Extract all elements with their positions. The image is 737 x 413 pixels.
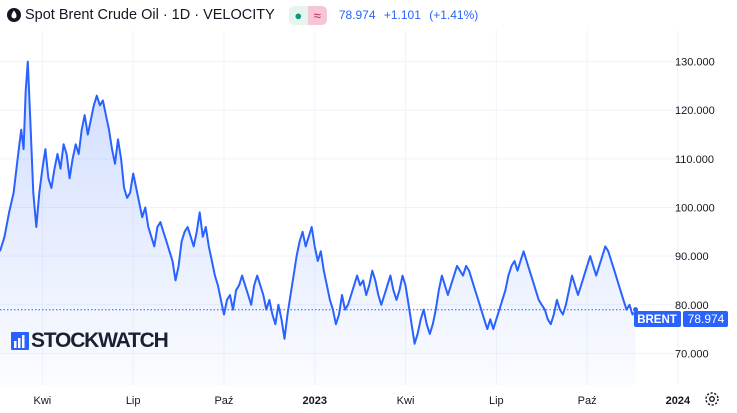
price-line: [0, 60, 637, 345]
y-tick-label: 70.000: [675, 348, 709, 360]
x-tick-label: Paź: [214, 395, 233, 407]
x-tick-label: Lip: [126, 395, 141, 407]
x-tick-label: 2023: [303, 395, 327, 407]
market-status-icon[interactable]: ●: [288, 5, 308, 25]
y-tick-label: 130.000: [675, 57, 715, 69]
y-axis[interactable]: 70.000 80.000 90.000 100.000 110.000 120.000 1…: [675, 57, 715, 361]
symbol-title: Spot Brent Crude Oil · 1D · VELOCITY: [25, 7, 275, 23]
watermark-text: STOCKWATCH: [31, 329, 169, 352]
x-tick-label: Kwi: [34, 395, 52, 407]
price-tag: BRENT 78.974: [634, 311, 728, 327]
x-tick-label: Paź: [578, 395, 597, 407]
gear-icon[interactable]: [703, 390, 721, 408]
x-axis[interactable]: Kwi Lip Paź 2023 Kwi Lip Paź 2024: [34, 395, 692, 407]
price-tag-symbol: BRENT: [637, 314, 677, 326]
price-change-percent: (+1.41%): [429, 8, 479, 22]
symbol-logo-icon: [7, 8, 21, 22]
x-tick-label: Kwi: [397, 395, 415, 407]
price-tag-value: 78.974: [688, 312, 725, 326]
chart-legend-header: Spot Brent Crude Oil · 1D · VELOCITY ● ≈…: [0, 0, 737, 30]
price-change: +1.101: [383, 8, 421, 22]
y-tick-label: 110.000: [675, 154, 714, 166]
y-tick-label: 80.000: [675, 300, 709, 312]
last-price: 78.974: [338, 8, 376, 22]
y-tick-label: 90.000: [675, 251, 709, 263]
price-area-fill: [0, 61, 636, 385]
x-tick-label: 2024: [666, 395, 691, 407]
y-tick-label: 120.000: [675, 105, 715, 117]
watermark-logo: STOCKWATCH: [11, 329, 169, 353]
quote-values: 78.974 +1.101 (+1.41%): [339, 8, 483, 22]
y-tick-label: 100.000: [675, 203, 715, 215]
price-tag-value-box: [683, 311, 728, 327]
x-tick-label: Lip: [489, 395, 504, 407]
bar-chart-icon: [11, 332, 29, 350]
delayed-data-icon[interactable]: ≈: [307, 5, 327, 25]
status-badges[interactable]: ● ≈: [288, 5, 327, 25]
price-tag-symbol-box: [634, 311, 681, 327]
